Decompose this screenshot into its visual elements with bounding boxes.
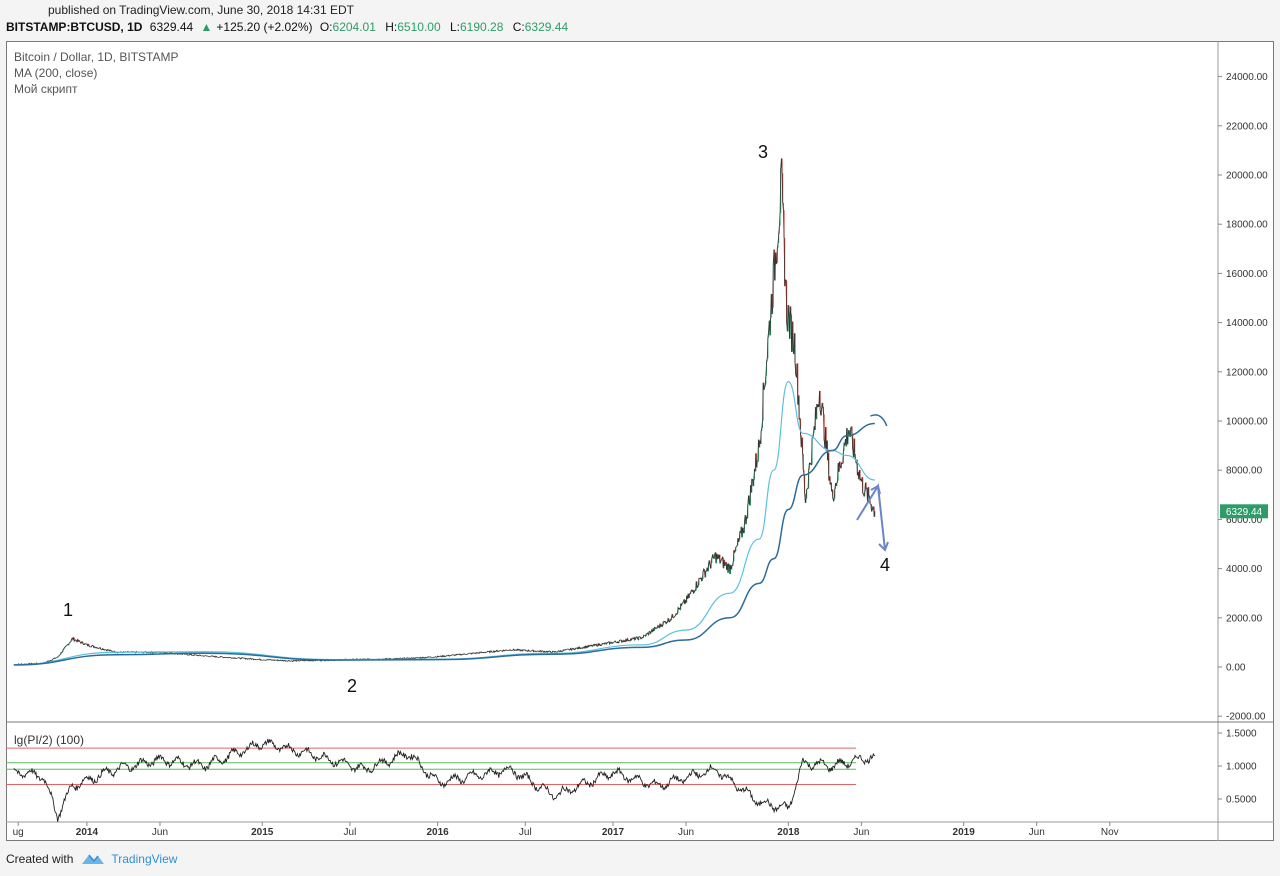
- published-note: published on TradingView.com, June 30, 2…: [48, 3, 354, 17]
- price-line: [13, 158, 876, 666]
- x-tick-label: Jul: [344, 827, 357, 838]
- x-tick-label: 2018: [777, 827, 800, 838]
- y-tick-label: 4000.00: [1226, 564, 1263, 575]
- y-tick-label: 24000.00: [1226, 72, 1268, 83]
- wave-label-1: 1: [63, 600, 73, 620]
- y-tick-label: 14000.00: [1226, 318, 1268, 329]
- current-price-tag: [1220, 504, 1268, 519]
- x-tick-label: 2014: [76, 827, 99, 838]
- chart-title: Bitcoin / Dollar, 1D, BITSTAMP: [14, 50, 179, 64]
- x-tick-label: 2019: [953, 827, 976, 838]
- x-tick-label: 2016: [426, 827, 449, 838]
- y-tick-label: 22000.00: [1226, 121, 1268, 132]
- indicator-legend: lg(PI/2) (100): [14, 733, 85, 747]
- y-tick-label: -2000.00: [1226, 712, 1266, 723]
- y-tick-label: 2000.00: [1226, 613, 1263, 624]
- x-tick-label: Jun: [152, 827, 168, 838]
- x-tick-label: 2015: [251, 827, 274, 838]
- wave-label-4: 4: [880, 555, 890, 575]
- tradingview-link[interactable]: TradingView: [111, 852, 178, 866]
- change-value: +125.20 (+2.02%): [216, 20, 313, 34]
- chart-frame[interactable]: [6, 41, 1274, 841]
- y-tick-label: 6000.00: [1226, 515, 1263, 526]
- wave-label-3: 3: [758, 142, 768, 162]
- close-label: C:: [512, 20, 525, 34]
- ma-legend: MA (200, close): [14, 66, 98, 80]
- ohlc-header: BITSTAMP:BTCUSD, 1D 6329.44 ▲ +125.20 (+2…: [6, 20, 574, 34]
- x-tick-label: Jun: [678, 827, 694, 838]
- tradingview-logo-icon: [82, 854, 105, 864]
- high-value: 6510.00: [397, 20, 441, 34]
- y-tick-label: 16000.00: [1226, 269, 1268, 280]
- y-tick-label: 20000.00: [1226, 171, 1268, 182]
- ma-200-line: [13, 422, 875, 666]
- open-label: O:: [319, 20, 333, 34]
- indicator-tick-label: 1.0000: [1226, 762, 1257, 773]
- x-tick-label: ug: [13, 827, 24, 838]
- x-tick-label: Jul: [519, 827, 532, 838]
- x-tick-label: Jun: [853, 827, 869, 838]
- ma-hook: [870, 414, 888, 427]
- ma-fast-line: [13, 381, 875, 666]
- high-label: H:: [385, 20, 398, 34]
- last-price: 6329.44: [149, 20, 194, 34]
- y-tick-label: 18000.00: [1226, 220, 1268, 231]
- projection-arrow-head-up: [870, 484, 881, 495]
- y-tick-label: 8000.00: [1226, 466, 1263, 477]
- current-price-label: 6329.44: [1226, 507, 1263, 518]
- projection-arrow: [856, 482, 886, 551]
- y-tick-label: 10000.00: [1226, 417, 1268, 428]
- change-arrow-icon: ▲: [200, 20, 213, 34]
- low-value: 6190.28: [460, 20, 504, 34]
- indicator-tick-label: 1.5000: [1226, 729, 1257, 740]
- script-legend: Мой скрипт: [14, 82, 78, 96]
- x-tick-label: 2017: [602, 827, 625, 838]
- y-tick-label: 12000.00: [1226, 367, 1268, 378]
- low-label: L:: [449, 20, 460, 34]
- projection-arrow-head-down: [878, 541, 889, 552]
- x-tick-label: Nov: [1101, 827, 1119, 838]
- close-value: 6329.44: [524, 20, 569, 34]
- y-tick-label: 0.00: [1226, 663, 1246, 674]
- footer: Created with TradingView: [6, 852, 177, 866]
- symbol-label: BITSTAMP:BTCUSD, 1D: [6, 20, 143, 34]
- created-with-label: Created with: [6, 852, 74, 866]
- indicator-line: [13, 738, 876, 822]
- indicator-tick-label: 0.5000: [1226, 795, 1257, 806]
- x-tick-label: Jun: [1029, 827, 1045, 838]
- wave-label-2: 2: [347, 676, 357, 696]
- open-value: 6204.01: [332, 20, 376, 34]
